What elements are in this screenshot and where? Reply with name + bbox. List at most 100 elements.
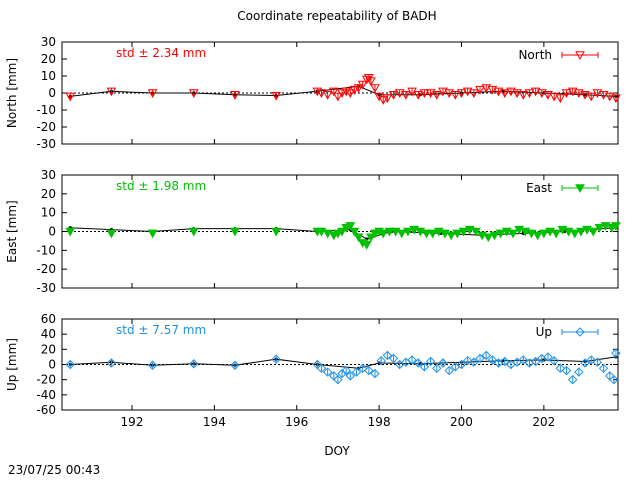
north-data-point (147, 89, 158, 99)
north-data-point (419, 89, 430, 99)
east-y-tick-label: 0 (48, 225, 56, 239)
north-data-point (271, 91, 282, 101)
up-y-tick-label: 60 (41, 312, 56, 326)
east-data-point (427, 229, 438, 239)
east-std-label: std ± 1.98 mm (116, 179, 206, 193)
north-data-point (370, 84, 380, 93)
north-data-point (456, 89, 467, 99)
x-tick-label: 202 (532, 415, 555, 429)
east-y-tick-label: -30 (36, 281, 56, 295)
north-data-point (413, 91, 424, 100)
up-data-point (322, 367, 333, 377)
up-data-point (561, 365, 572, 376)
up-data-point (106, 358, 117, 368)
up-data-point (351, 367, 362, 377)
north-data-point (469, 89, 479, 99)
north-data-point (512, 89, 522, 99)
east-y-tick-label: 20 (41, 187, 56, 201)
north-std-label: std ± 2.34 mm (116, 46, 206, 60)
up-data-point (407, 355, 417, 365)
north-data-point (438, 87, 448, 97)
up-data-point (316, 363, 327, 373)
east-data-point (106, 229, 117, 239)
north-data-point (388, 91, 399, 100)
up-data-point (549, 356, 559, 366)
north-data-point (487, 85, 498, 95)
north-data-point (598, 91, 609, 100)
up-data-point (500, 356, 510, 367)
x-tick-label: 194 (203, 415, 226, 429)
up-data-point (147, 360, 158, 370)
east-data-point (594, 224, 605, 233)
east-data-point (446, 231, 457, 241)
north-data-point (604, 92, 615, 102)
north-data-point (592, 89, 603, 99)
up-data-point (382, 350, 393, 361)
north-data-point (543, 91, 553, 100)
up-y-axis-label: Up [mm] (5, 338, 19, 391)
north-data-point (530, 87, 541, 97)
north-legend-marker (575, 51, 585, 61)
north-data-point (425, 89, 436, 99)
east-data-point (421, 229, 432, 239)
north-data-point (366, 77, 376, 87)
up-data-point (543, 352, 553, 362)
east-data-point (337, 227, 347, 237)
north-y-tick-label: 0 (48, 86, 56, 100)
north-data-point (586, 92, 597, 102)
up-data-point (388, 353, 399, 364)
north-data-point (401, 91, 411, 100)
east-data-point (539, 229, 549, 239)
north-y-axis-label: North [mm] (5, 58, 19, 128)
up-data-point (580, 358, 590, 368)
north-data-point (493, 87, 504, 97)
east-data-point (458, 227, 469, 237)
north-data-point (106, 87, 117, 97)
up-data-point (574, 367, 584, 377)
east-data-point (588, 227, 599, 237)
up-data-point (611, 348, 621, 358)
east-y-tick-label: -10 (36, 243, 56, 257)
up-y-tick-label: 0 (48, 358, 56, 372)
north-data-point (574, 89, 584, 99)
east-data-point (230, 227, 240, 237)
east-data-point (188, 227, 199, 237)
up-data-point (518, 355, 528, 365)
north-data-point (462, 87, 473, 97)
up-data-point (337, 368, 347, 379)
x-tick-label: 198 (368, 415, 391, 429)
north-data-point (230, 91, 240, 100)
up-data-point (438, 358, 448, 368)
north-y-tick-label: 30 (41, 35, 56, 49)
up-series-1 (316, 348, 621, 385)
up-y-tick-label: 40 (41, 327, 56, 341)
east-data-point (271, 227, 282, 237)
north-data-point (357, 80, 368, 90)
north-data-point (536, 89, 547, 99)
up-data-point (230, 360, 240, 370)
north-data-point (475, 85, 485, 95)
east-data-point (353, 233, 364, 243)
chart-title: Coordinate repeatability of BADH (237, 9, 436, 23)
up-data-point (65, 359, 75, 370)
up-data-point (376, 356, 386, 366)
north-data-point (580, 91, 590, 100)
north-data-point (518, 91, 529, 100)
north-data-point (341, 87, 352, 97)
north-y-tick-label: -30 (36, 137, 56, 151)
up-data-point (413, 358, 423, 368)
north-series-0 (65, 87, 323, 102)
up-data-point (345, 371, 356, 381)
up-y-tick-label: -40 (36, 388, 56, 402)
north-data-point (555, 94, 566, 104)
east-data-point (366, 233, 376, 243)
panels-group: -30 -20 -10 0 10 20 30 North [mm] std ± 2.34 mm N… (5, 35, 621, 429)
north-data-point (316, 89, 327, 99)
north-y-tick-label: -10 (36, 103, 56, 117)
up-data-point (475, 353, 485, 364)
up-data-point (592, 357, 603, 367)
north-data-point (353, 84, 364, 93)
up-data-point (586, 355, 596, 365)
